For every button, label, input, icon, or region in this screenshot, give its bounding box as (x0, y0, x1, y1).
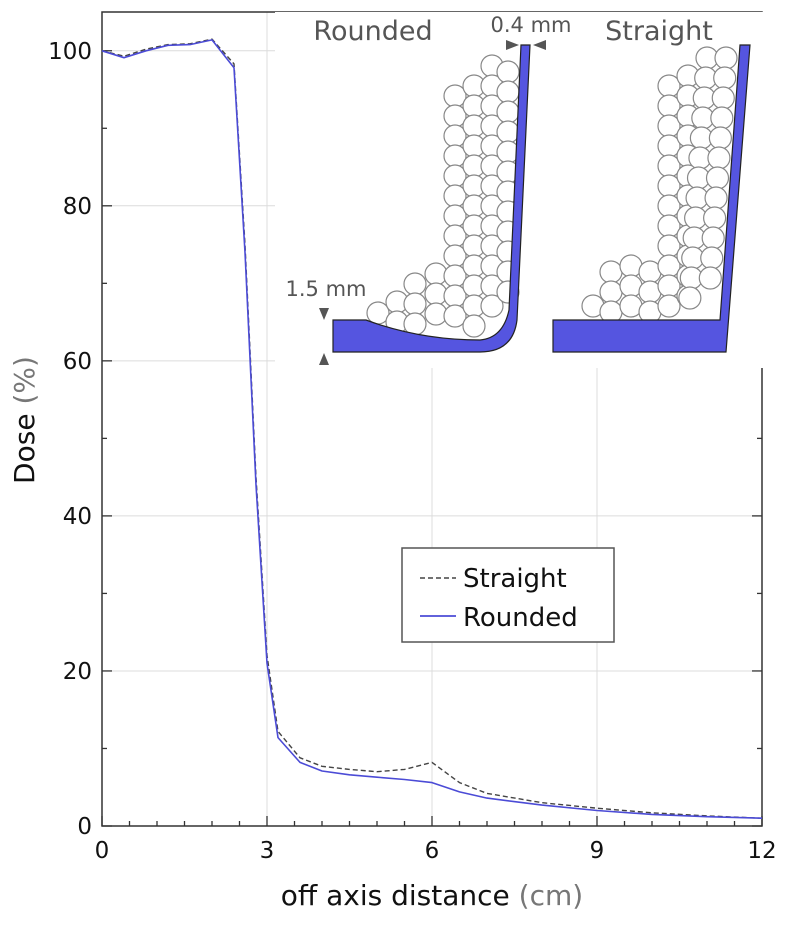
thickness-arrow-left-icon (506, 40, 519, 50)
legend-label-rounded: Rounded (463, 603, 578, 633)
thickness-arrow-right-icon (533, 40, 546, 50)
ball (704, 186, 728, 210)
x-axis-title: off axis distance (cm) (281, 879, 583, 912)
y-tick-label: 40 (63, 504, 92, 530)
series-line-rounded (101, 39, 763, 819)
legend-label-straight: Straight (463, 564, 567, 594)
y-tick-label: 0 (77, 814, 92, 840)
ball (714, 46, 738, 70)
ball (496, 100, 520, 124)
series-line-straight (101, 38, 763, 819)
ball (496, 60, 520, 84)
ball (678, 286, 702, 310)
thickness-label: 0.4 mm (491, 13, 572, 37)
ball (703, 206, 727, 230)
ball (496, 80, 520, 104)
ball (403, 292, 427, 316)
rounded-container (332, 44, 531, 353)
ball (713, 66, 737, 90)
x-tick-label: 0 (95, 838, 110, 864)
height-arrow-down-icon (319, 308, 329, 320)
ball (599, 280, 623, 304)
ball (462, 314, 486, 338)
ball (403, 272, 427, 296)
legend: Straight Rounded (401, 547, 615, 643)
ball (599, 260, 623, 284)
ball (657, 294, 681, 318)
legend-box (401, 547, 615, 643)
y-tick-label: 60 (63, 349, 92, 375)
straight-ball-stack (581, 46, 738, 324)
ball (698, 266, 722, 290)
ball (710, 106, 734, 130)
ball (707, 146, 731, 170)
ball (443, 304, 467, 328)
height-label: 1.5 mm (286, 277, 367, 301)
ball (496, 120, 520, 144)
y-tick-label: 80 (63, 194, 92, 220)
y-tick-label: 20 (63, 659, 92, 685)
straight-container (552, 44, 751, 353)
y-axis-title: Dose (%) (8, 356, 41, 484)
x-tick-label: 9 (590, 838, 605, 864)
inset-schematic: Rounded Straight 0.4 mm 1.5 mm (275, 12, 770, 368)
ball (480, 294, 504, 318)
rounded-label: Rounded (313, 16, 432, 47)
series-group (101, 38, 763, 819)
x-tick-label: 3 (260, 838, 275, 864)
height-arrow-up-icon (319, 353, 329, 365)
ball (708, 126, 732, 150)
ball (705, 166, 730, 190)
x-tick-label: 6 (425, 838, 440, 864)
x-ticks: 0 3 6 9 12 (95, 816, 777, 864)
y-ticks: 0 20 40 60 80 100 (48, 39, 762, 840)
x-tick-label: 12 (747, 838, 776, 864)
y-tick-label: 100 (48, 39, 92, 65)
straight-label: Straight (605, 16, 713, 47)
ball (700, 246, 724, 270)
ball (711, 86, 735, 110)
ball (701, 226, 725, 250)
